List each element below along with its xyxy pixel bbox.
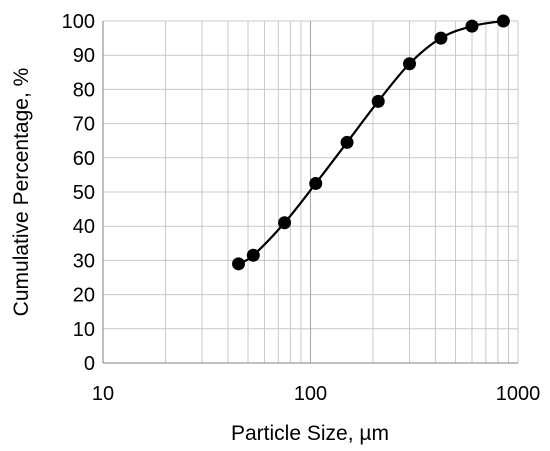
y-tick-label: 0 xyxy=(84,353,95,375)
axes xyxy=(102,21,518,364)
y-tick-label: 10 xyxy=(73,319,95,341)
y-tick-labels: 0 10 20 30 40 50 60 70 80 90 100 xyxy=(62,11,95,375)
data-point xyxy=(465,19,479,33)
y-tick-label: 100 xyxy=(62,11,95,33)
data-point xyxy=(403,57,417,71)
y-tick-label: 70 xyxy=(73,114,95,136)
x-tick-label: 10 xyxy=(92,383,114,405)
data-series xyxy=(232,14,510,271)
y-tick-label: 50 xyxy=(73,182,95,204)
x-tick-label: 100 xyxy=(294,383,327,405)
data-point xyxy=(496,14,510,28)
data-point xyxy=(371,94,385,108)
data-point xyxy=(340,135,354,149)
data-point xyxy=(246,248,260,262)
grid-lines xyxy=(102,20,519,363)
data-point xyxy=(309,176,323,190)
data-point xyxy=(434,31,448,45)
x-tick-label: 1000 xyxy=(496,383,541,405)
y-tick-label: 20 xyxy=(73,285,95,307)
x-tick-labels: 10 100 1000 xyxy=(92,383,540,405)
series-line xyxy=(237,19,504,265)
y-tick-label: 80 xyxy=(73,79,95,101)
y-tick-label: 30 xyxy=(73,250,95,272)
y-tick-label: 90 xyxy=(73,45,95,67)
x-axis-label: Particle Size, µm xyxy=(231,422,389,445)
data-point xyxy=(232,257,246,271)
y-axis-label: Cumulative Percentage, % xyxy=(10,68,33,317)
data-point xyxy=(278,216,292,230)
y-tick-label: 60 xyxy=(73,148,95,170)
y-tick-label: 40 xyxy=(73,216,95,238)
